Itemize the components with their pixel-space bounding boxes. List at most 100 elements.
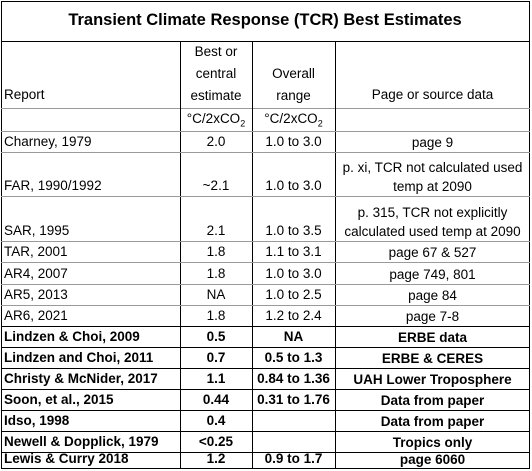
table-title: Transient Climate Response (TCR) Best Es… bbox=[68, 11, 462, 29]
row-divider bbox=[1, 305, 530, 306]
unit-estimate-text: °C/2xCO bbox=[186, 111, 241, 126]
row-divider bbox=[1, 410, 530, 411]
source-line: calculated used temp at 2090 bbox=[344, 224, 521, 239]
row-divider bbox=[1, 389, 530, 390]
source-line: Tropics only bbox=[392, 435, 473, 450]
cell-range: 1.0 to 2.5 bbox=[265, 287, 322, 302]
cell-estimate: <0.25 bbox=[198, 434, 234, 449]
source-line: UAH Lower Troposphere bbox=[353, 372, 512, 387]
cell-report: Lewis & Curry 2018 bbox=[4, 451, 129, 466]
column-divider bbox=[180, 41, 181, 469]
cell-report: AR6, 2021 bbox=[4, 308, 68, 323]
cell-estimate: 0.5 bbox=[206, 329, 226, 344]
cell-range: 0.9 to 1.7 bbox=[264, 451, 323, 466]
cell-report: FAR, 1990/1992 bbox=[4, 178, 102, 193]
cell-estimate: 1.2 bbox=[206, 451, 226, 466]
cell-estimate: ~2.1 bbox=[202, 178, 230, 193]
header-estimate-line: Best or bbox=[194, 44, 238, 59]
cell-estimate: 1.1 bbox=[206, 371, 226, 386]
cell-estimate: 2.0 bbox=[206, 134, 226, 149]
cell-range: 0.31 to 1.76 bbox=[257, 392, 330, 407]
header-divider bbox=[1, 108, 530, 109]
column-divider bbox=[335, 41, 336, 469]
cell-report: Charney, 1979 bbox=[4, 134, 92, 149]
cell-source: page 67 & 527 bbox=[335, 243, 530, 262]
cell-estimate: 1.8 bbox=[206, 244, 226, 259]
header-range-line: range bbox=[276, 88, 311, 103]
cell-estimate: 0.44 bbox=[202, 392, 230, 407]
cell-range: 1.1 to 3.1 bbox=[265, 244, 322, 259]
cell-report: Christy & McNider, 2017 bbox=[4, 371, 158, 386]
header-source: Page or source data bbox=[371, 87, 494, 102]
cell-source: UAH Lower Troposphere bbox=[335, 370, 530, 389]
unit-subscript: 2 bbox=[317, 118, 323, 129]
header-range-line: Overall bbox=[272, 66, 315, 81]
row-divider bbox=[1, 262, 530, 263]
source-line: page 7-8 bbox=[405, 309, 460, 324]
row-divider bbox=[1, 326, 530, 327]
row-divider bbox=[1, 131, 530, 132]
column-divider bbox=[252, 41, 253, 469]
row-divider bbox=[1, 452, 530, 453]
cell-source: ERBE data bbox=[335, 328, 530, 347]
cell-report: AR4, 2007 bbox=[4, 266, 68, 281]
source-line: page 84 bbox=[408, 288, 457, 303]
cell-source: page 84 bbox=[335, 286, 530, 305]
cell-range: 1.0 to 3.0 bbox=[265, 266, 322, 281]
source-line: page 9 bbox=[411, 135, 454, 150]
header-range: Overall range bbox=[252, 63, 335, 107]
title-divider bbox=[1, 41, 530, 42]
cell-report: Soon, et al., 2015 bbox=[4, 392, 114, 407]
source-line: page 749, 801 bbox=[389, 267, 476, 282]
cell-report: Newell & Dopplick, 1979 bbox=[4, 434, 159, 449]
unit-range: °C/2xCO2 bbox=[252, 110, 335, 133]
cell-estimate: 2.1 bbox=[206, 223, 226, 238]
cell-report: SAR, 1995 bbox=[4, 223, 70, 238]
cell-estimate: 0.7 bbox=[206, 350, 226, 365]
row-divider bbox=[1, 431, 530, 432]
source-line: page 67 & 527 bbox=[388, 245, 477, 260]
cell-report: AR5, 2013 bbox=[4, 287, 68, 302]
cell-range: 1.0 to 3.5 bbox=[265, 223, 322, 238]
row-divider bbox=[1, 368, 530, 369]
unit-range-text: °C/2xCO bbox=[264, 111, 318, 126]
row-divider bbox=[1, 284, 530, 285]
row-divider bbox=[1, 196, 530, 197]
header-estimate: Best or central estimate bbox=[180, 41, 252, 107]
source-line: page 6060 bbox=[399, 452, 466, 467]
source-line: Data from paper bbox=[380, 414, 485, 429]
cell-source: page 749, 801 bbox=[335, 265, 530, 284]
header-report: Report bbox=[4, 87, 45, 102]
row-divider bbox=[1, 152, 530, 153]
unit-subscript: 2 bbox=[240, 118, 246, 129]
cell-range: 0.5 to 1.3 bbox=[264, 350, 323, 365]
cell-range: 0.84 to 1.36 bbox=[257, 371, 330, 386]
cell-source: page 7-8 bbox=[335, 307, 530, 326]
row-divider bbox=[1, 241, 530, 242]
source-line: ERBE & CERES bbox=[381, 351, 484, 366]
cell-source: p. 315, TCR not explicitly calculated use… bbox=[335, 203, 530, 241]
source-line: ERBE data bbox=[397, 330, 468, 345]
cell-estimate: 1.8 bbox=[206, 266, 226, 281]
cell-range: 1.0 to 3.0 bbox=[265, 134, 322, 149]
row-divider bbox=[1, 347, 530, 348]
cell-source: page 6060 bbox=[335, 450, 530, 469]
cell-report: TAR, 2001 bbox=[4, 244, 68, 259]
source-line: temp at 2090 bbox=[393, 179, 472, 194]
source-line: p. 315, TCR not explicitly bbox=[357, 205, 508, 220]
cell-source: Tropics only bbox=[335, 433, 530, 452]
cell-estimate: 0.4 bbox=[206, 413, 226, 428]
cell-source: p. xi, TCR not calculated used temp at 20… bbox=[335, 158, 530, 196]
cell-range: 1.2 to 2.4 bbox=[265, 308, 322, 323]
cell-report: Lindzen & Choi, 2009 bbox=[4, 329, 140, 344]
header-estimate-line: central bbox=[195, 66, 237, 81]
cell-range: NA bbox=[283, 329, 304, 344]
cell-estimate: NA bbox=[206, 287, 226, 302]
cell-estimate: 1.8 bbox=[206, 308, 226, 323]
source-line: p. xi, TCR not calculated used bbox=[342, 160, 523, 175]
cell-source: Data from paper bbox=[335, 391, 530, 410]
unit-estimate: °C/2xCO2 bbox=[180, 110, 252, 133]
cell-source: ERBE & CERES bbox=[335, 349, 530, 368]
cell-report: Idso, 1998 bbox=[4, 413, 70, 428]
